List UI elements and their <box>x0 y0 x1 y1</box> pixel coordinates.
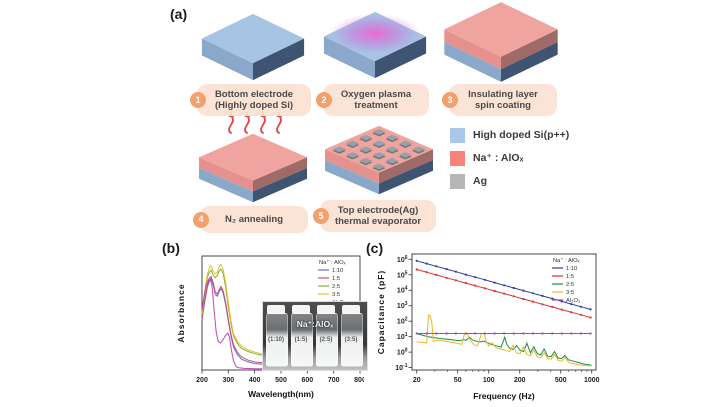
step-pill-5: 5 Top electrode(Ag) thermal evaporator <box>313 200 436 232</box>
step-number: 1 <box>190 92 206 108</box>
materials-legend: High doped Si(p++) Na⁺ : AlOₓ Ag <box>450 127 569 196</box>
svg-text:Na⁺ : AlOₓ: Na⁺ : AlOₓ <box>553 257 580 264</box>
svg-text:2:5: 2:5 <box>566 282 574 288</box>
vial-photo-inset: Na⁺:AlOₓ (1:10) (1:5) (2:5) (3:5) <box>262 301 368 371</box>
svg-text:Frequency (Hz): Frequency (Hz) <box>473 391 535 401</box>
svg-text:1:5: 1:5 <box>332 276 340 282</box>
vial-body <box>316 313 338 367</box>
slab-step1-bottom-electrode <box>201 13 305 81</box>
svg-text:Na⁺ : AlOₓ: Na⁺ : AlOₓ <box>319 259 346 266</box>
svg-text:200: 200 <box>196 377 208 384</box>
svg-text:Al₂O₃: Al₂O₃ <box>566 298 581 304</box>
step-label-line: Bottom electrode <box>214 88 294 100</box>
step-pill-2: 2 Oxygen plasma treatment <box>316 84 429 116</box>
naalox-color-swatch <box>450 150 465 166</box>
legend-label: High doped Si(p++) <box>473 129 570 141</box>
legend-label: Ag <box>473 175 487 187</box>
svg-text:500: 500 <box>275 377 287 384</box>
slab-step4-annealing <box>199 133 307 203</box>
vial-body <box>291 313 313 367</box>
svg-text:101: 101 <box>397 332 408 341</box>
step-number: 2 <box>316 92 332 108</box>
vial-cap <box>342 305 360 314</box>
vial-label: (1:5) <box>294 337 308 343</box>
vial-cap <box>267 305 285 314</box>
legend-item-ag: Ag <box>450 173 569 189</box>
step-number: 5 <box>313 208 329 224</box>
step-number: 4 <box>193 211 209 228</box>
plasma-glow <box>329 13 421 54</box>
svg-text:100: 100 <box>483 377 495 384</box>
slab-step2-plasma <box>323 11 427 79</box>
vial-3-5: (3:5) <box>340 305 363 367</box>
svg-text:2:5: 2:5 <box>332 284 340 290</box>
legend-label: Na⁺ : AlOₓ <box>473 152 524 164</box>
vial-label: (3:5) <box>344 337 358 343</box>
svg-text:Absorbance: Absorbance <box>176 283 186 342</box>
step-number: 3 <box>442 92 458 108</box>
panel-a-label: (a) <box>170 6 188 22</box>
svg-text:500: 500 <box>555 377 567 384</box>
panel-a: (a) <box>170 2 569 233</box>
step-pill-3: 3 Insulating layer spin coating <box>442 84 557 116</box>
svg-text:50: 50 <box>454 377 462 384</box>
step-pill-4: 4 N₂ annealing <box>193 206 308 233</box>
step-pill-1: 1 Bottom electrode (Highly doped Si) <box>190 84 311 116</box>
svg-text:103: 103 <box>397 301 408 310</box>
svg-text:200: 200 <box>514 377 526 384</box>
capacitance-chart: 20 50 100 200 500 1000 10-1 100 101 102 103 104 105 1… <box>376 246 602 407</box>
step-label-line: Oxygen plasma <box>340 88 412 100</box>
svg-text:400: 400 <box>249 377 261 384</box>
svg-text:1:10: 1:10 <box>332 268 343 274</box>
svg-text:300: 300 <box>222 377 234 384</box>
step-label-line: spin coating <box>475 100 531 111</box>
inset-title: Na⁺:AlOₓ <box>296 319 334 329</box>
svg-text:3:5: 3:5 <box>332 292 340 298</box>
svg-text:104: 104 <box>397 286 408 295</box>
ag-pads-grid <box>332 129 426 171</box>
vial-cap <box>317 305 335 314</box>
slab-step5-top-electrode <box>325 125 433 195</box>
svg-text:Capacitance (pF): Capacitance (pF) <box>376 270 386 355</box>
svg-text:20: 20 <box>413 377 421 384</box>
slab-step3-insulating-layer <box>444 2 558 82</box>
ag-color-swatch <box>450 173 465 189</box>
svg-text:1000: 1000 <box>584 377 600 384</box>
vial-label: (1:10) <box>267 337 284 343</box>
svg-text:102: 102 <box>397 317 408 326</box>
legend-item-naalox: Na⁺ : AlOₓ <box>450 150 569 166</box>
step-label-line: Insulating layer <box>468 88 538 100</box>
svg-text:100: 100 <box>397 348 408 357</box>
svg-text:106: 106 <box>397 255 408 264</box>
svg-text:10-1: 10-1 <box>395 363 407 372</box>
panel-c-label: (c) <box>366 240 384 256</box>
vial-cap <box>292 305 310 314</box>
vial-1-10: (1:10) <box>265 305 288 367</box>
svg-text:3:5: 3:5 <box>566 290 574 296</box>
svg-text:Wavelength(nm): Wavelength(nm) <box>248 389 314 399</box>
step-label-line: treatment <box>354 100 398 111</box>
svg-text:600: 600 <box>301 377 313 384</box>
vial-1-5: (1:5) <box>290 305 313 367</box>
vial-label: (2:5) <box>319 337 333 343</box>
vial-2-5: (2:5) <box>315 305 338 367</box>
svg-text:800: 800 <box>354 377 364 384</box>
step-label-line: N₂ annealing <box>224 213 284 225</box>
vial-body <box>341 313 363 367</box>
svg-text:700: 700 <box>328 377 340 384</box>
panel-c: (c) 20 50 100 200 500 1000 10-1 100 101 102 103 104… <box>362 238 606 405</box>
svg-text:105: 105 <box>397 270 408 279</box>
step-label-line: thermal evaporator <box>334 216 422 227</box>
svg-text:1:5: 1:5 <box>566 274 574 280</box>
legend-item-si: High doped Si(p++) <box>450 127 569 143</box>
panel-b-label: (b) <box>162 240 180 256</box>
step-label-line: (Highly doped Si) <box>214 100 294 111</box>
step-label-line: Top electrode(Ag) <box>337 204 419 216</box>
vial-row: (1:10) (1:5) (2:5) (3:5) <box>265 305 363 367</box>
vial-body <box>266 313 288 367</box>
svg-text:1:10: 1:10 <box>566 266 577 272</box>
si-color-swatch <box>450 127 465 143</box>
